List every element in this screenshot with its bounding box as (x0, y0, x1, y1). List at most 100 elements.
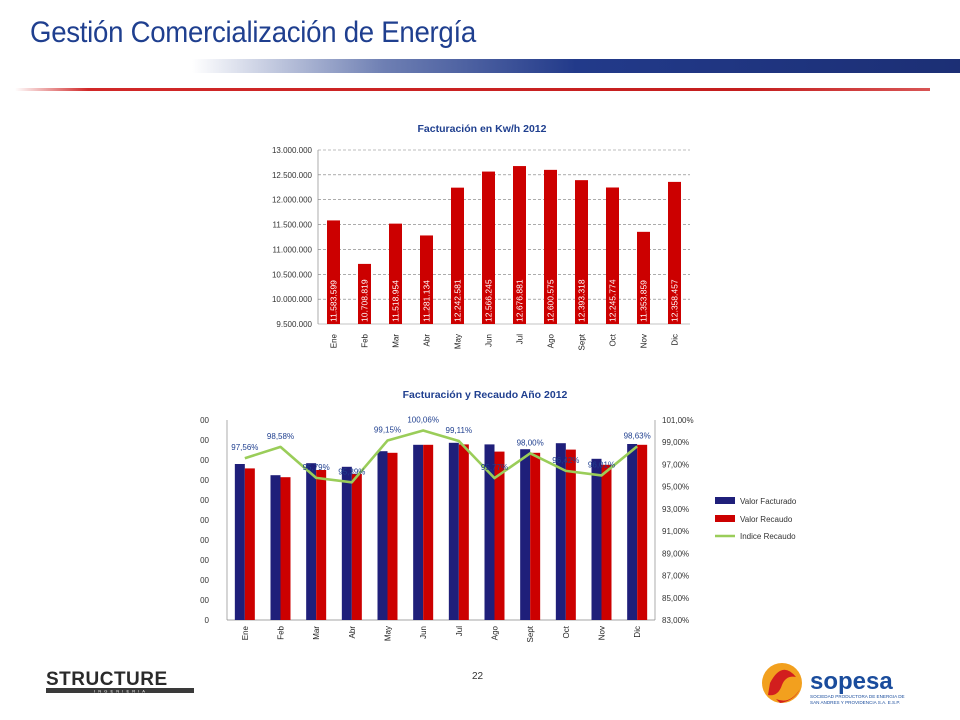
chart1-title: Facturación en Kw/h 2012 (418, 123, 547, 135)
y-right-tick-label: 97,00% (662, 460, 689, 469)
y-left-tick-label: 3.500.000.000 (200, 476, 210, 485)
x-tick-label: Mar (312, 626, 321, 640)
y-left-tick-label: 2.500.000.000 (200, 516, 210, 525)
bar-data-label: 10.708.819 (360, 279, 370, 322)
structure-logo-text: STRUCTURE (46, 669, 168, 690)
bar-valor-recaudo (351, 474, 362, 620)
x-tick-label: Sept (578, 333, 587, 350)
line-data-label: 96,01% (588, 460, 615, 469)
line-data-label: 98,58% (267, 432, 294, 441)
x-tick-label: Abr (348, 626, 357, 639)
bar-valor-facturado (484, 444, 495, 620)
y-tick-label: 13.000.000 (272, 146, 313, 155)
bar-valor-recaudo (280, 477, 291, 620)
bar-data-label: 12.245.774 (608, 279, 618, 322)
y-left-tick-label: 4.500.000.000 (200, 436, 210, 445)
legend-swatch-facturado (715, 497, 735, 504)
page-title: Gestión Comercialización de Energía (30, 16, 476, 49)
x-tick-label: Oct (609, 333, 618, 346)
bar-valor-recaudo (244, 468, 255, 620)
bar-data-label: 11.583.599 (329, 280, 339, 322)
bar (668, 181, 681, 324)
x-tick-label: Jul (455, 626, 464, 636)
x-tick-label: Ene (241, 625, 250, 640)
header-red-rule (15, 88, 930, 91)
y-right-tick-label: 83,00% (662, 616, 689, 625)
x-tick-label: Ago (491, 625, 500, 640)
y-tick-label: 9.500.000 (276, 320, 312, 329)
y-right-tick-label: 89,00% (662, 549, 689, 558)
bar-valor-facturado (448, 442, 459, 620)
sopesa-logo-sub1: SOCIEDAD PRODUCTORA DE ENERGIA DE (810, 694, 905, 699)
sopesa-logo-sub2: SAN ANDRES Y PROVIDENCIA S.A. E.S.P. (810, 700, 900, 705)
x-tick-label: Sept (526, 625, 535, 642)
line-indice-recaudo (244, 429, 638, 484)
y-left-tick-label: 4.000.000.000 (200, 456, 210, 465)
sopesa-logo: sopesa SOCIEDAD PRODUCTORA DE ENERGIA DE… (762, 663, 905, 705)
sopesa-logo-text: sopesa (810, 668, 893, 695)
x-tick-label: Ene (330, 333, 339, 348)
bar-valor-recaudo (423, 444, 434, 620)
line-data-label: 99,15% (374, 426, 401, 435)
x-tick-label: May (384, 626, 393, 641)
x-tick-label: Jun (485, 334, 494, 347)
legend-label: Valor Recaudo (740, 515, 793, 524)
structure-logo: STRUCTURE I N G E N I E R I A (46, 669, 194, 694)
y-left-tick-label: 0 (205, 616, 210, 625)
bar-valor-facturado (341, 466, 352, 620)
bar (420, 235, 433, 324)
line-data-label: 96,42% (552, 456, 579, 465)
y-right-tick-label: 93,00% (662, 505, 689, 514)
bar-data-label: 12.358.457 (670, 279, 680, 322)
y-right-tick-label: 87,00% (662, 572, 689, 581)
bar (482, 171, 495, 324)
x-tick-label: Feb (277, 625, 286, 639)
y-tick-label: 12.000.000 (272, 196, 313, 205)
y-tick-label: 11.000.000 (273, 245, 313, 254)
bar (575, 180, 588, 324)
structure-logo-sub: I N G E N I E R I A (94, 689, 146, 694)
y-left-tick-label: 2.000.000.000 (200, 536, 210, 545)
chart2-title: Facturación y Recaudo Año 2012 (403, 389, 568, 401)
y-right-tick-label: 85,00% (662, 594, 689, 603)
x-tick-label: Nov (598, 626, 607, 640)
bar-valor-facturado (306, 463, 317, 620)
bar-valor-facturado (520, 449, 531, 620)
bar-data-label: 12.242.581 (453, 279, 463, 322)
bar-valor-recaudo (601, 464, 612, 620)
bar (451, 187, 464, 324)
y-right-tick-label: 95,00% (662, 483, 689, 492)
y-tick-label: 12.500.000 (272, 171, 313, 180)
kwh-billing-chart: Facturación en Kw/h 2012 9.500.000 10.000… (272, 123, 690, 350)
line-data-label: 99,11% (446, 426, 473, 435)
bar-valor-facturado (234, 464, 245, 620)
y-right-tick-label: 91,00% (662, 527, 689, 536)
x-tick-label: Ago (547, 333, 556, 348)
x-tick-label: Mar (392, 334, 401, 348)
billing-collection-chart: Facturación y Recaudo Año 2012 0 500.000.… (200, 389, 797, 642)
y-tick-label: 10.000.000 (272, 295, 313, 304)
bar-data-label: 12.393.318 (577, 279, 587, 322)
legend-swatch-recaudo (715, 515, 735, 522)
bar-valor-recaudo (637, 444, 648, 620)
bar (606, 187, 619, 324)
line-data-label: 95,77% (481, 463, 508, 472)
bar-valor-recaudo (494, 451, 505, 620)
bar-valor-facturado (555, 443, 566, 620)
y-left-tick-label: 1.000.000.000 (200, 576, 210, 585)
bar (358, 263, 371, 324)
bar-data-label: 12.676.881 (515, 279, 525, 322)
bar-valor-recaudo (530, 452, 541, 620)
bar (327, 220, 340, 324)
bar-valor-facturado (377, 451, 388, 620)
bar-valor-recaudo (387, 452, 398, 620)
x-tick-label: Abr (423, 334, 432, 347)
bar-data-label: 12.600.575 (546, 279, 556, 322)
line-data-label: 98,00% (517, 438, 544, 447)
bar (513, 166, 526, 324)
line-data-label: 95,79% (303, 463, 330, 472)
bar-data-label: 11.281.134 (422, 280, 432, 322)
x-tick-label: Dic (671, 334, 680, 346)
bar-data-label: 12.566.245 (484, 279, 494, 322)
x-tick-label: Nov (640, 334, 649, 348)
